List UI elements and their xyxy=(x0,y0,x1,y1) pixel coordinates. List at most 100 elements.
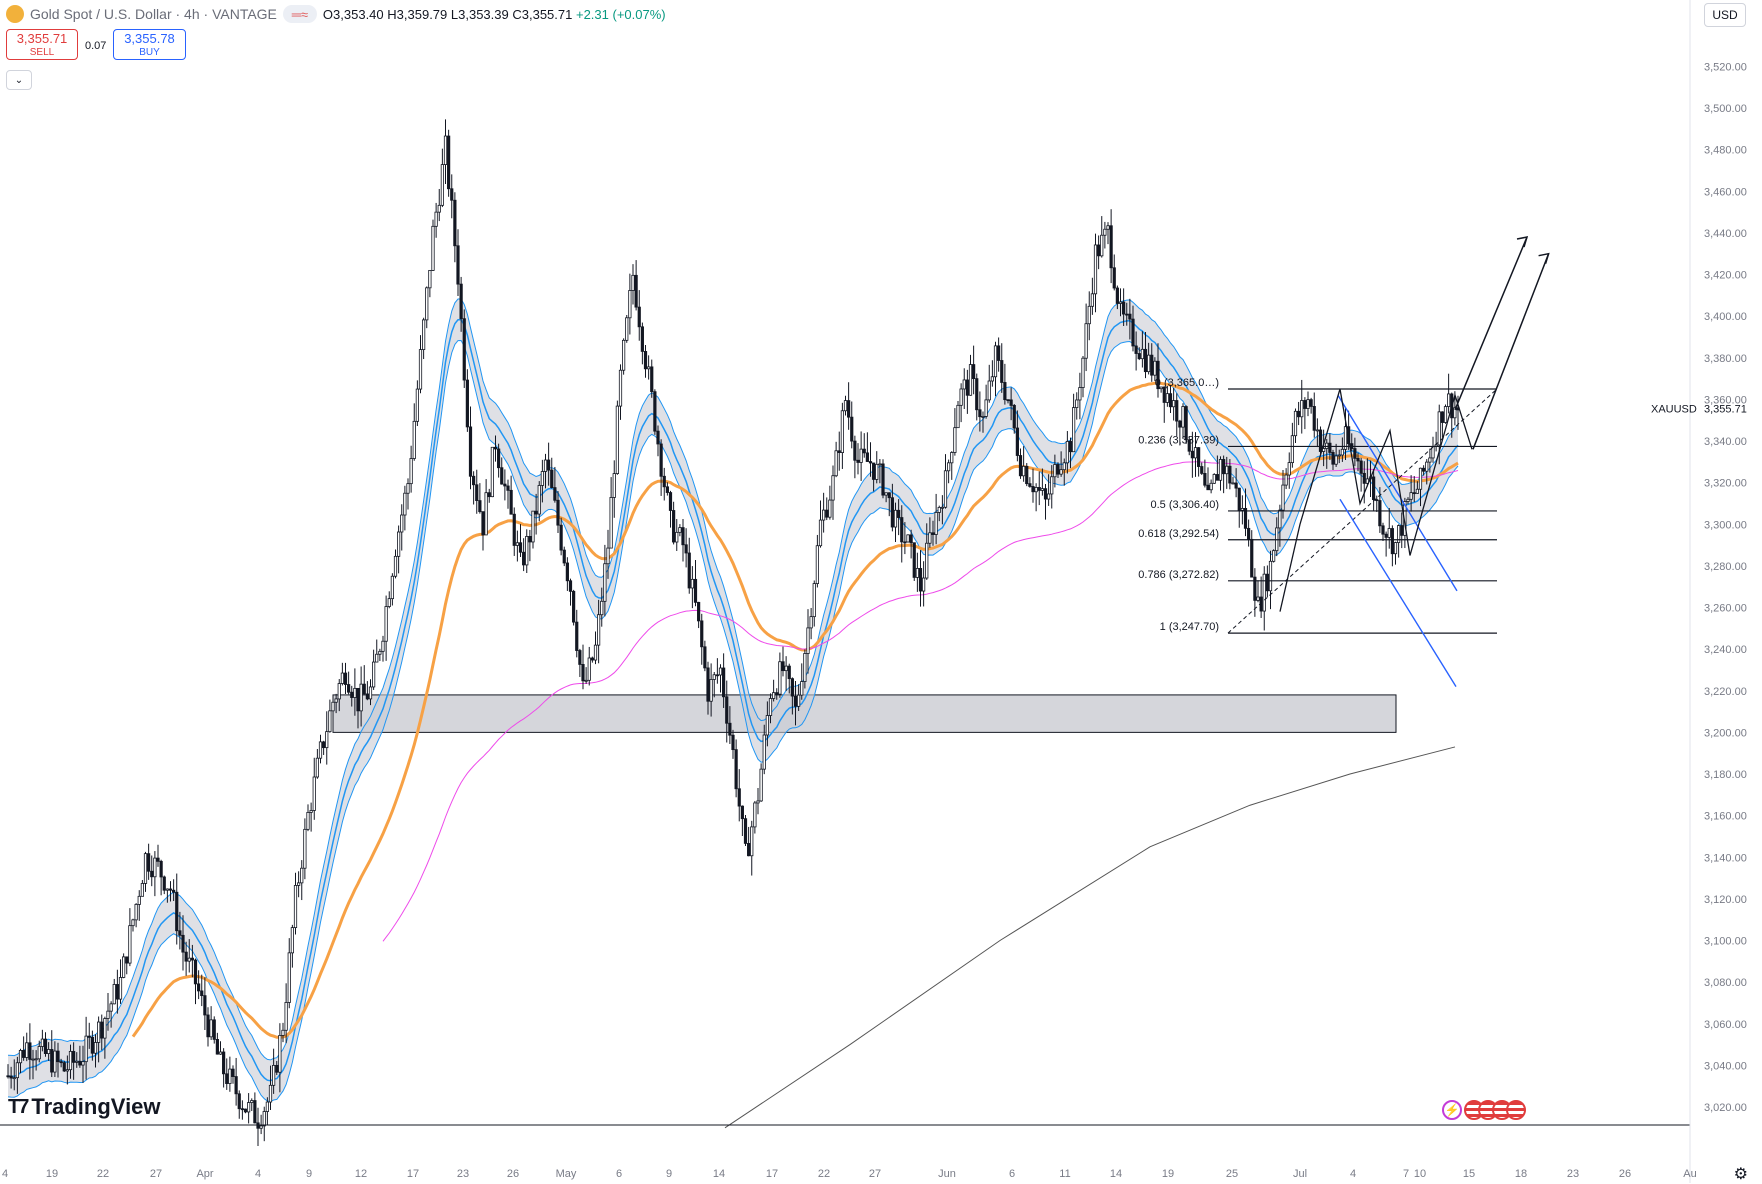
time-tick-label: 23 xyxy=(457,1168,469,1180)
candle-body xyxy=(215,1039,219,1055)
candle-body xyxy=(1022,465,1026,477)
candle-body xyxy=(822,509,826,521)
candle-body xyxy=(703,646,707,669)
candle-body xyxy=(1222,459,1226,475)
candle-body xyxy=(428,269,432,289)
candle-body xyxy=(1303,400,1307,409)
time-tick-label: 25 xyxy=(1226,1168,1238,1180)
candle-body xyxy=(1143,348,1148,373)
candle-body xyxy=(581,664,585,682)
candle-body xyxy=(222,1051,226,1075)
drawings xyxy=(1279,236,1550,687)
time-tick-label: 26 xyxy=(507,1168,519,1180)
candle-body xyxy=(1343,426,1348,450)
sell-button[interactable]: 3,355.71 SELL xyxy=(6,29,78,60)
candle-body xyxy=(340,672,344,684)
candle-body xyxy=(847,400,851,418)
us-flag-icon[interactable] xyxy=(1506,1100,1526,1120)
events-strip[interactable]: ⚡ xyxy=(1442,1100,1526,1120)
candle-body xyxy=(484,492,488,536)
candle-body xyxy=(1068,441,1073,453)
candle-body xyxy=(884,492,888,496)
candle-body xyxy=(418,349,423,390)
price-tick-label: 3,520.00 xyxy=(1704,61,1747,73)
candle-body xyxy=(437,204,441,213)
candle-body xyxy=(212,1019,216,1040)
candle-body xyxy=(550,469,554,488)
settings-gear-icon[interactable]: ⚙ xyxy=(1733,1166,1748,1183)
candle-body xyxy=(1328,442,1332,453)
price-tick-label: 3,500.00 xyxy=(1704,103,1747,115)
candle-body xyxy=(1250,538,1254,578)
candle-body xyxy=(137,895,141,905)
candle-body xyxy=(547,459,551,471)
candle-body xyxy=(468,426,473,477)
candle-body xyxy=(384,606,388,642)
candle-body xyxy=(975,378,979,411)
candle-body xyxy=(965,379,969,396)
candle-body xyxy=(662,475,666,488)
candle-body xyxy=(181,934,185,953)
candle-body xyxy=(465,379,469,428)
candle-body xyxy=(568,580,573,592)
candle-body xyxy=(37,1046,41,1060)
candle-body xyxy=(843,400,848,412)
candle-body xyxy=(747,843,751,857)
price-tick-label: 3,360.00 xyxy=(1704,394,1747,406)
currency-selector[interactable]: USD xyxy=(1704,3,1746,27)
candle-body xyxy=(506,485,510,491)
candle-body xyxy=(1253,576,1257,601)
price-tick-label: 3,240.00 xyxy=(1704,644,1747,656)
candle-body xyxy=(1047,493,1051,500)
candle-body xyxy=(312,776,316,811)
candle-body xyxy=(1072,407,1076,453)
candle-body xyxy=(90,1036,94,1054)
candle-body xyxy=(956,404,960,429)
candle-body xyxy=(803,653,807,682)
candle-body xyxy=(493,446,498,450)
candle-body xyxy=(231,1068,235,1077)
candle-body xyxy=(834,450,838,477)
candle-body xyxy=(1234,482,1238,489)
symbol-title[interactable]: Gold Spot / U.S. Dollar · 4h · VANTAGE xyxy=(30,6,277,22)
candle-body xyxy=(287,952,291,1003)
candle-body xyxy=(937,506,941,513)
candle-body xyxy=(218,1051,223,1055)
candle-body xyxy=(300,867,304,884)
buy-button[interactable]: 3,355.78 BUY xyxy=(113,29,186,60)
candle-body xyxy=(1428,457,1432,463)
candle-body xyxy=(1340,448,1344,456)
candle-body xyxy=(318,741,323,759)
time-tick-label: 19 xyxy=(1162,1168,1174,1180)
candle-body xyxy=(456,245,460,285)
candle-body xyxy=(1025,465,1029,485)
candle-body xyxy=(672,510,676,543)
candle-body xyxy=(953,427,957,453)
chevron-down-icon[interactable]: ⌄ xyxy=(6,70,32,90)
candle-body xyxy=(690,578,694,589)
candle-body xyxy=(890,497,894,528)
candle-body xyxy=(1075,399,1079,409)
candle-body xyxy=(940,506,944,509)
candle-body xyxy=(178,930,182,936)
candle-body xyxy=(1184,406,1188,441)
lightning-icon[interactable]: ⚡ xyxy=(1442,1100,1462,1120)
candle-body xyxy=(253,1100,257,1124)
candle-body xyxy=(375,653,379,663)
candle-body xyxy=(31,1058,35,1061)
candle-body xyxy=(887,492,891,499)
candle-body xyxy=(40,1038,44,1047)
candle-body xyxy=(1290,435,1294,464)
candle-body xyxy=(587,657,591,681)
candle-body xyxy=(1093,244,1098,295)
candle-body xyxy=(165,888,169,891)
candle-body xyxy=(625,317,629,341)
candle-body xyxy=(1043,488,1048,500)
price-tick-label: 3,220.00 xyxy=(1704,686,1747,698)
indicator-pill-icon[interactable]: ═≈ xyxy=(282,5,317,23)
candle-body xyxy=(1268,560,1273,592)
price-tick-label: 3,460.00 xyxy=(1704,186,1747,198)
candle-body xyxy=(1418,467,1423,490)
candle-body xyxy=(390,575,394,600)
